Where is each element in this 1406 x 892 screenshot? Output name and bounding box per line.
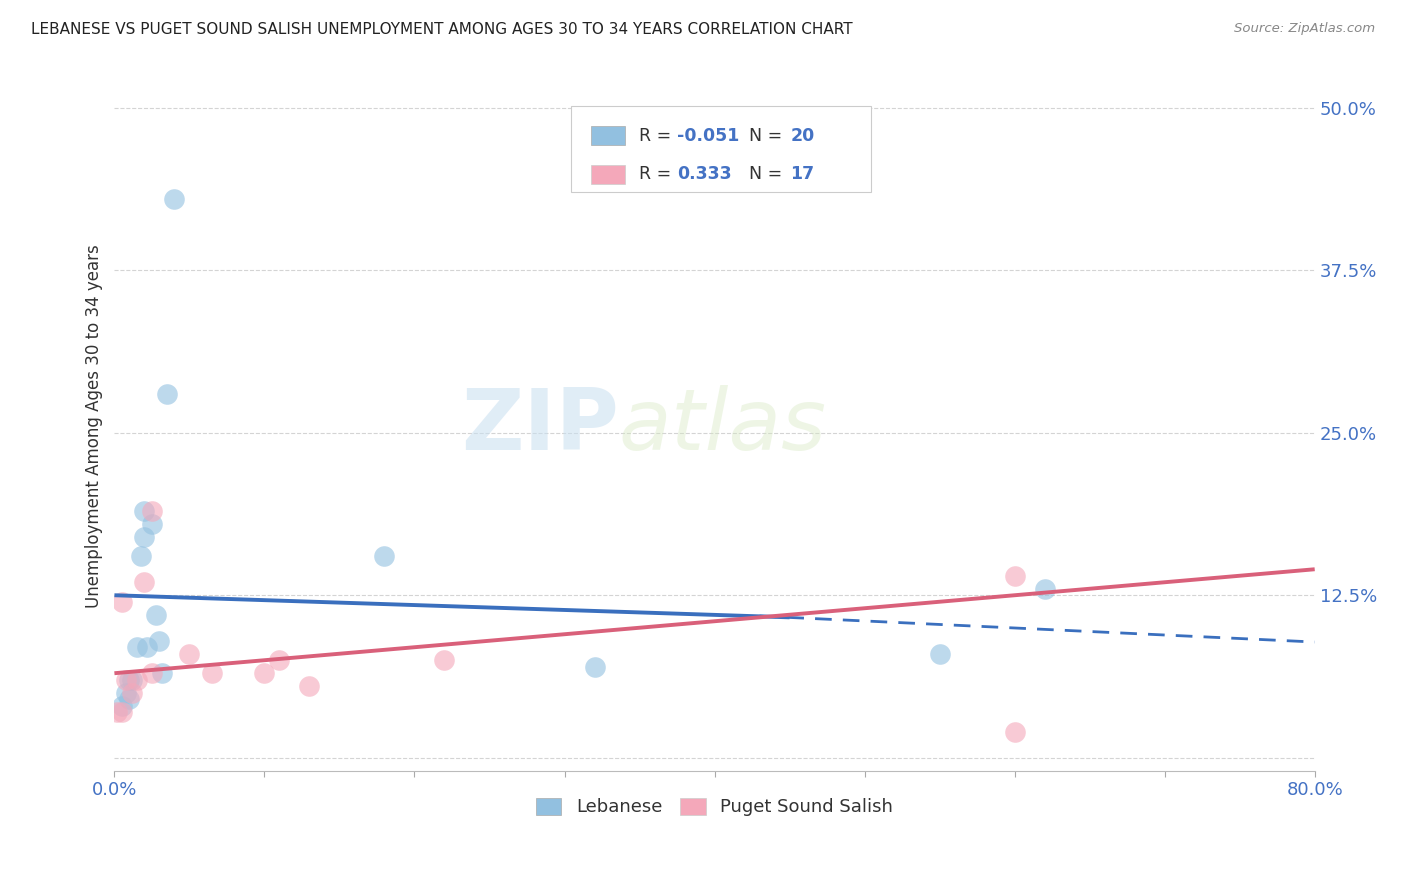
Point <box>163 192 186 206</box>
Point <box>121 686 143 700</box>
Point <box>125 673 148 687</box>
Point <box>148 633 170 648</box>
Text: R =: R = <box>638 127 676 145</box>
Point <box>118 692 141 706</box>
Text: -0.051: -0.051 <box>678 127 740 145</box>
Point <box>111 705 134 719</box>
Point <box>115 686 138 700</box>
Y-axis label: Unemployment Among Ages 30 to 34 years: Unemployment Among Ages 30 to 34 years <box>86 244 103 608</box>
Point <box>201 666 224 681</box>
FancyBboxPatch shape <box>591 165 624 184</box>
Text: R =: R = <box>638 165 682 184</box>
Point <box>115 673 138 687</box>
FancyBboxPatch shape <box>571 106 870 192</box>
Point <box>136 640 159 655</box>
Point <box>179 647 201 661</box>
Point <box>141 516 163 531</box>
Point <box>1004 568 1026 582</box>
Point <box>583 659 606 673</box>
Text: ZIP: ZIP <box>461 384 619 467</box>
Point <box>156 386 179 401</box>
Text: N =: N = <box>749 165 789 184</box>
Point <box>152 666 174 681</box>
Point <box>134 530 156 544</box>
Point <box>111 698 134 713</box>
Point <box>145 607 167 622</box>
Text: Source: ZipAtlas.com: Source: ZipAtlas.com <box>1234 22 1375 36</box>
Text: LEBANESE VS PUGET SOUND SALISH UNEMPLOYMENT AMONG AGES 30 TO 34 YEARS CORRELATIO: LEBANESE VS PUGET SOUND SALISH UNEMPLOYM… <box>31 22 852 37</box>
Point <box>134 575 156 590</box>
Point <box>269 653 291 667</box>
Point <box>253 666 276 681</box>
Point <box>134 504 156 518</box>
Point <box>141 504 163 518</box>
Text: atlas: atlas <box>619 384 827 467</box>
FancyBboxPatch shape <box>591 126 624 145</box>
Point <box>118 673 141 687</box>
Point <box>121 673 143 687</box>
Point <box>125 640 148 655</box>
Point <box>107 705 129 719</box>
Point <box>111 595 134 609</box>
Text: 17: 17 <box>790 165 814 184</box>
Legend: Lebanese, Puget Sound Salish: Lebanese, Puget Sound Salish <box>529 790 900 823</box>
Point <box>373 549 395 564</box>
Point <box>141 666 163 681</box>
Point <box>131 549 153 564</box>
Text: 0.333: 0.333 <box>678 165 733 184</box>
Point <box>1004 724 1026 739</box>
Point <box>298 679 321 693</box>
Point <box>928 647 950 661</box>
Text: 20: 20 <box>790 127 814 145</box>
Text: N =: N = <box>749 127 789 145</box>
Point <box>433 653 456 667</box>
Point <box>1033 582 1056 596</box>
